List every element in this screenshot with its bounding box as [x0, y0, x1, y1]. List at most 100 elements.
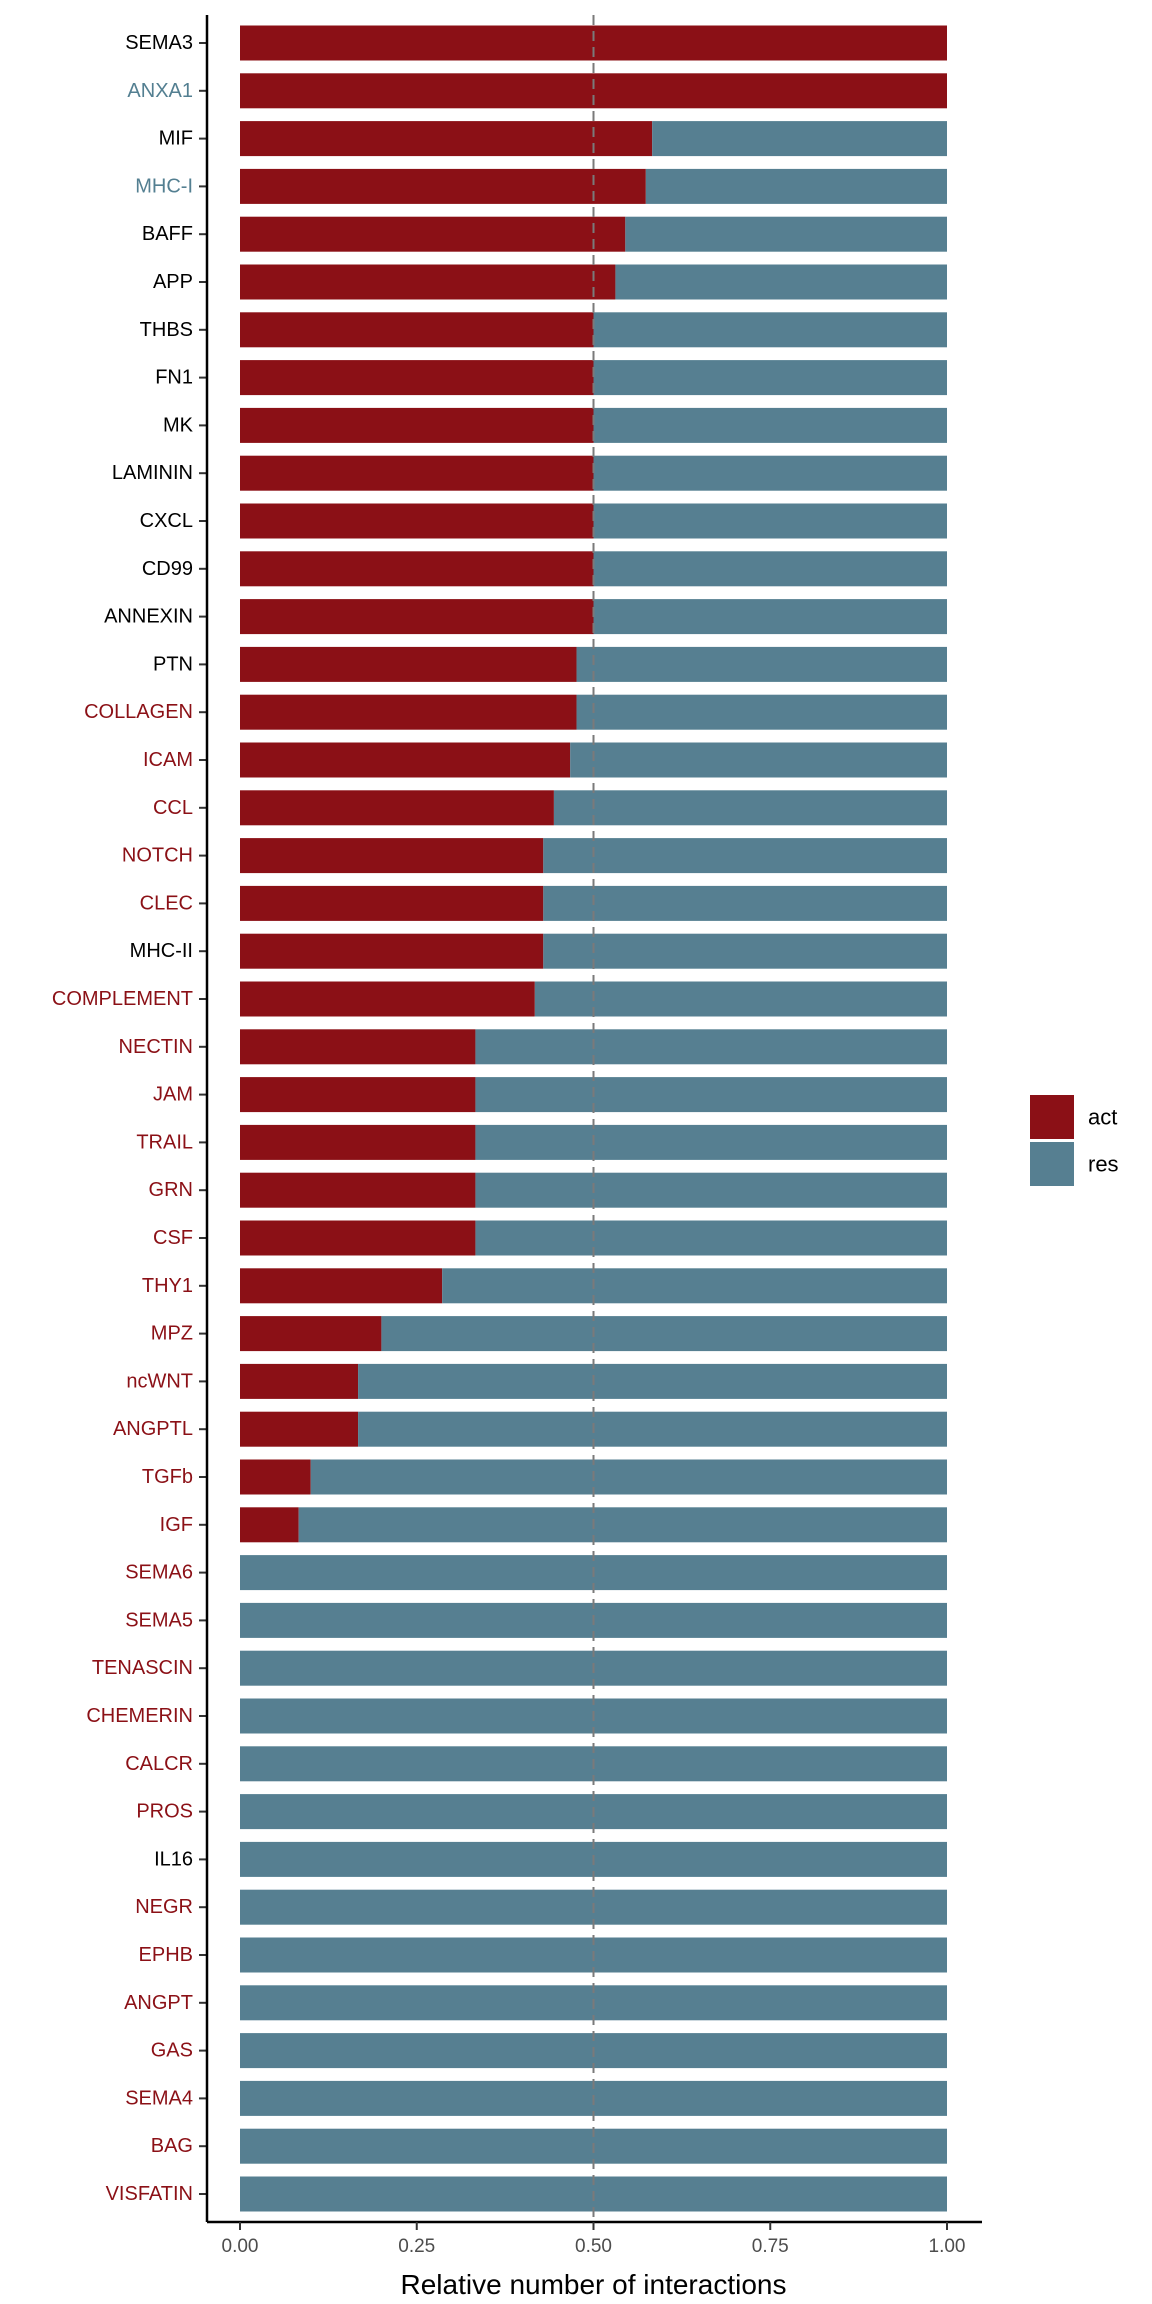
y-tick-label: SEMA4 — [125, 2087, 193, 2109]
bar-res-IGF — [298, 1507, 947, 1543]
bar-act-MHC-I — [240, 168, 646, 204]
bar-act-MPZ — [240, 1316, 382, 1352]
y-tick-label: LAMININ — [112, 462, 193, 484]
y-tick-label: TGFb — [142, 1466, 193, 1488]
y-tick-label: ANXA1 — [127, 80, 193, 102]
bar-res-FN1 — [593, 360, 947, 396]
bar-act-ICAM — [240, 742, 571, 778]
bar-res-BAFF — [625, 216, 947, 252]
y-tick-label: CLEC — [140, 892, 193, 914]
y-tick-label: JAM — [153, 1084, 193, 1106]
y-axis: SEMA3 ANXA1 MIF MHC-I BAFF APP THBS FN1 MK LAMINI… — [52, 15, 209, 2222]
bar-act-CSF — [240, 1220, 476, 1256]
y-tick-label: IL16 — [154, 1848, 193, 1870]
bar-res-COMPLEMENT — [534, 981, 947, 1017]
legend-label-act: act — [1088, 1105, 1117, 1130]
bar-act-NOTCH — [240, 838, 544, 874]
x-axis: 0.00 0.25 0.50 0.75 1.00 — [207, 2220, 982, 2257]
bar-act-PTN — [240, 646, 577, 682]
bar-res-CLEC — [543, 885, 947, 921]
bar-act-CD99 — [240, 551, 594, 587]
bar-act-MIF — [240, 121, 653, 157]
bar-res-JAM — [475, 1077, 947, 1113]
bar-act-FN1 — [240, 360, 594, 396]
bar-res-COLLAGEN — [576, 694, 947, 730]
y-tick-label: ncWNT — [126, 1370, 193, 1392]
bar-res-THBS — [593, 312, 947, 348]
y-tick-label: COMPLEMENT — [52, 988, 193, 1010]
y-tick-label: NECTIN — [119, 1036, 193, 1058]
x-tick-label: 0.75 — [752, 2236, 789, 2257]
bar-res-CCL — [553, 790, 947, 826]
bar-act-APP — [240, 264, 616, 300]
legend-label-res: res — [1088, 1152, 1119, 1177]
bar-res-ICAM — [570, 742, 947, 778]
y-tick-label: THBS — [140, 319, 193, 341]
y-tick-label: CD99 — [142, 558, 193, 580]
bar-act-COMPLEMENT — [240, 981, 535, 1017]
y-tick-label: CXCL — [140, 510, 193, 532]
y-tick-label: MK — [163, 414, 194, 436]
x-axis-title: Relative number of interactions — [401, 2269, 787, 2300]
bar-res-LAMININ — [593, 455, 947, 491]
legend: act res — [1030, 1095, 1119, 1186]
y-tick-label: ICAM — [143, 749, 193, 771]
bar-act-LAMININ — [240, 455, 594, 491]
bar-act-IGF — [240, 1507, 299, 1543]
bar-act-TGFb — [240, 1459, 311, 1495]
y-tick-label: BAG — [151, 2135, 193, 2157]
bar-act-CCL — [240, 790, 554, 826]
y-tick-label: NOTCH — [122, 845, 193, 867]
bar-res-ncWNT — [358, 1363, 947, 1399]
bar-res-NECTIN — [475, 1029, 947, 1065]
y-tick-label: NEGR — [135, 1896, 193, 1918]
y-tick-label: CHEMERIN — [86, 1705, 193, 1727]
y-tick-label: PROS — [136, 1801, 193, 1823]
bar-act-ncWNT — [240, 1363, 359, 1399]
bar-act-MK — [240, 407, 594, 443]
y-tick-label: MHC-I — [135, 175, 193, 197]
y-tick-label: THY1 — [142, 1275, 193, 1297]
bar-res-MHC-I — [645, 168, 947, 204]
y-tick-label: GAS — [151, 2040, 193, 2062]
y-tick-label: EPHB — [139, 1944, 193, 1966]
y-tick-label: COLLAGEN — [84, 701, 193, 723]
y-tick-label: TRAIL — [136, 1131, 193, 1153]
y-tick-label: GRN — [149, 1179, 193, 1201]
y-tick-label: BAFF — [142, 223, 193, 245]
bar-act-THBS — [240, 312, 594, 348]
bar-res-NOTCH — [543, 838, 947, 874]
bar-act-CLEC — [240, 885, 544, 921]
bar-res-PTN — [576, 646, 947, 682]
bar-act-ANGPTL — [240, 1411, 359, 1447]
bar-res-APP — [615, 264, 947, 300]
bar-act-TRAIL — [240, 1124, 476, 1160]
bar-res-MK — [593, 407, 947, 443]
bar-res-MHC-II — [543, 933, 947, 969]
y-tick-label: APP — [153, 271, 193, 293]
bar-res-THY1 — [442, 1268, 947, 1304]
bar-res-GRN — [475, 1172, 947, 1208]
bar-act-BAFF — [240, 216, 626, 252]
x-tick-label: 0.25 — [398, 2236, 435, 2257]
y-tick-label: ANGPTL — [113, 1418, 193, 1440]
bar-res-TGFb — [310, 1459, 947, 1495]
y-tick-label: CCL — [153, 797, 193, 819]
y-tick-label: ANGPT — [124, 1992, 193, 2014]
bar-res-CD99 — [593, 551, 947, 587]
y-tick-label: MPZ — [151, 1323, 193, 1345]
y-tick-label: ANNEXIN — [104, 606, 193, 628]
bar-act-CXCL — [240, 503, 594, 539]
x-tick-label: 0.00 — [222, 2236, 259, 2257]
y-tick-label: IGF — [160, 1514, 193, 1536]
y-tick-label: MHC-II — [130, 940, 193, 962]
y-tick-label: SEMA6 — [125, 1562, 193, 1584]
bar-act-THY1 — [240, 1268, 443, 1304]
bar-act-MHC-II — [240, 933, 544, 969]
bar-act-GRN — [240, 1172, 476, 1208]
y-tick-label: VISFATIN — [106, 2183, 193, 2205]
legend-swatch-res — [1030, 1142, 1074, 1186]
y-tick-label: SEMA5 — [125, 1609, 193, 1631]
bar-act-COLLAGEN — [240, 694, 577, 730]
